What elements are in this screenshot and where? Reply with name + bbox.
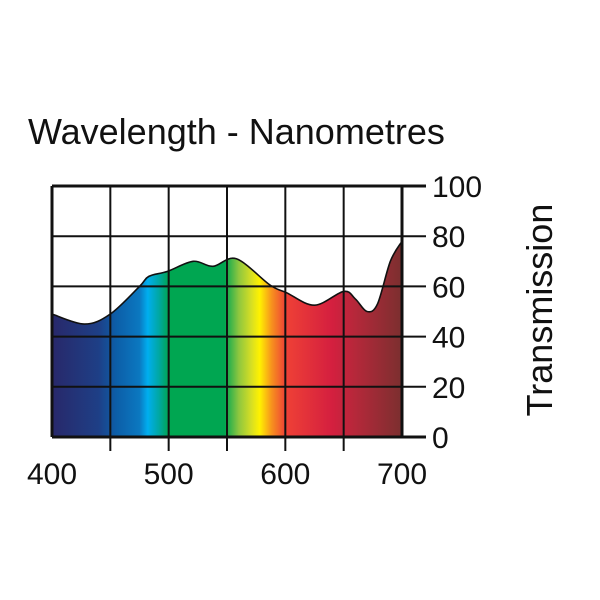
x-tick-label: 600 [260,458,310,491]
y-axis-label: Transmission [519,204,560,417]
y-tick-label: 20 [432,372,465,405]
x-tick-label: 500 [144,458,194,491]
y-tick-label: 0 [432,422,449,455]
x-tick-label: 400 [27,458,77,491]
y-tick-label: 100 [432,171,482,204]
transmission-curve [51,240,403,325]
y-tick-label: 40 [432,322,465,355]
y-tick-label: 80 [432,221,465,254]
x-tick-label: 700 [377,458,427,491]
chart-title: Wavelength - Nanometres [28,111,445,152]
y-tick-label: 60 [432,271,465,304]
